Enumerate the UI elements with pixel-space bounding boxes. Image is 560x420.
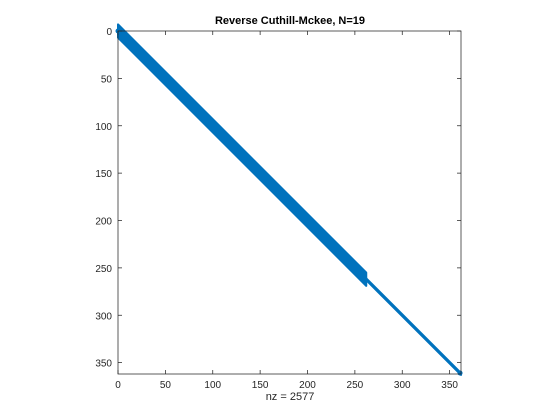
plot-area [115, 23, 463, 376]
x-tick-label-0: 0 [115, 380, 121, 391]
chart-title: Reverse Cuthill-Mckee, N=19 [215, 15, 365, 27]
sparsity-band [115, 23, 463, 376]
x-axis-label: nz = 2577 [266, 391, 315, 403]
x-tick-label-4: 200 [299, 380, 316, 391]
y-tick-label-7: 350 [95, 359, 112, 370]
x-tick-label-3: 150 [252, 380, 269, 391]
axes-box [117, 30, 462, 375]
y-axis: 0 50 100 150 200 250 300 350 [95, 27, 461, 370]
x-axis: 0 50 100 150 200 250 300 350 [115, 31, 458, 391]
y-tick-label-2: 100 [95, 122, 112, 133]
y-tick-label-4: 200 [95, 217, 112, 228]
band-end-point [457, 370, 463, 376]
x-tick-label-5: 250 [347, 380, 364, 391]
y-tick-label-6: 300 [95, 311, 112, 322]
x-tick-label-2: 100 [204, 380, 221, 391]
y-tick-label-5: 250 [95, 264, 112, 275]
y-tick-label-3: 150 [95, 169, 112, 180]
x-tick-label-7: 350 [441, 380, 458, 391]
y-tick-label-0: 0 [106, 27, 112, 38]
x-tick-label-6: 300 [394, 380, 411, 391]
x-tick-label-1: 50 [160, 380, 172, 391]
y-tick-label-1: 50 [101, 74, 113, 85]
